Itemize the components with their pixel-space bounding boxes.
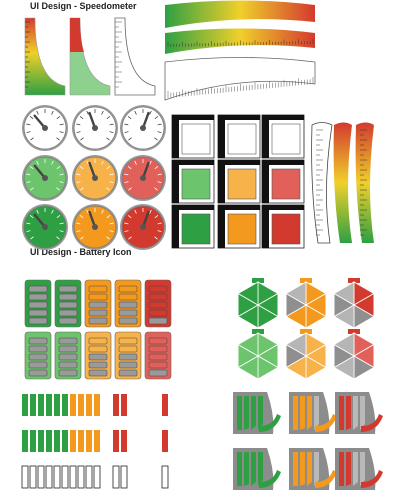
gauge-grid bbox=[22, 105, 166, 250]
bar-battery-icon bbox=[70, 430, 100, 452]
gauge-icon bbox=[72, 204, 118, 250]
curved-scale-outline bbox=[114, 17, 156, 96]
quarter-battery-icon bbox=[335, 392, 383, 434]
curved-scale-green bbox=[69, 17, 111, 96]
bar-battery-icon bbox=[22, 430, 68, 452]
level-tile-icon bbox=[217, 114, 261, 159]
segment-bar-batteries bbox=[21, 394, 169, 489]
gauge-icon bbox=[22, 105, 68, 151]
gauge-icon bbox=[120, 204, 166, 250]
battery-section-title: UI Design - Battery Icon bbox=[30, 247, 132, 257]
gauge-icon bbox=[72, 155, 118, 201]
vertical-scale-gradient-1 bbox=[333, 122, 352, 243]
hexagon-batteries bbox=[237, 278, 375, 380]
level-tile-icon bbox=[171, 159, 215, 204]
level-tile-icon bbox=[261, 159, 305, 204]
battery-icon bbox=[84, 279, 112, 328]
arched-scale-outline bbox=[164, 57, 316, 101]
level-tile-icon bbox=[217, 159, 261, 204]
bar-battery-icon bbox=[113, 430, 127, 452]
bar-battery-icon bbox=[161, 465, 169, 489]
hexagon-battery-icon bbox=[285, 329, 327, 380]
quarter-battery-icon bbox=[335, 448, 383, 490]
gauge-icon bbox=[22, 204, 68, 250]
level-tile-icon bbox=[261, 204, 305, 249]
hexagon-battery-icon bbox=[237, 278, 279, 329]
quarter-batteries bbox=[233, 392, 383, 490]
hexagon-battery-icon bbox=[237, 329, 279, 380]
bar-battery-icon bbox=[69, 465, 101, 489]
vertical-scale-outline bbox=[311, 122, 333, 244]
hexagon-battery-icon bbox=[333, 329, 375, 380]
quarter-battery-icon bbox=[233, 448, 281, 490]
curved-scale-gradient bbox=[24, 17, 66, 96]
gauge-icon bbox=[120, 155, 166, 201]
quarter-battery-icon bbox=[289, 448, 337, 490]
gauge-icon bbox=[22, 155, 68, 201]
battery-icon bbox=[144, 331, 172, 380]
bar-battery-icon bbox=[70, 394, 100, 416]
level-tile-icon bbox=[171, 114, 215, 159]
battery-icon bbox=[114, 279, 142, 328]
bar-battery-icon bbox=[112, 465, 128, 489]
bar-battery-icon bbox=[22, 394, 68, 416]
quarter-battery-icon bbox=[233, 392, 281, 434]
speedometer-section-title: UI Design - Speedometer bbox=[30, 1, 137, 11]
arched-scale-gradient-ticked bbox=[165, 28, 315, 54]
level-tile-icon bbox=[171, 204, 215, 249]
battery-icon bbox=[54, 331, 82, 380]
battery-grid bbox=[24, 279, 172, 380]
level-tile-icon bbox=[217, 204, 261, 249]
battery-icon bbox=[114, 331, 142, 380]
gauge-icon bbox=[120, 105, 166, 151]
level-tile-grid bbox=[171, 114, 305, 249]
battery-icon bbox=[54, 279, 82, 328]
vertical-scale-gradient-2 bbox=[355, 122, 374, 243]
hexagon-battery-icon bbox=[285, 278, 327, 329]
arched-scale-gradient bbox=[165, 0, 315, 28]
gauge-icon bbox=[72, 105, 118, 151]
quarter-battery-icon bbox=[289, 392, 337, 434]
bar-battery-icon bbox=[113, 394, 127, 416]
level-tile-icon bbox=[261, 114, 305, 159]
bar-battery-icon bbox=[162, 394, 168, 416]
bar-battery-icon bbox=[21, 465, 69, 489]
battery-icon bbox=[84, 331, 112, 380]
battery-icon bbox=[24, 279, 52, 328]
bar-battery-icon bbox=[162, 430, 168, 452]
battery-icon bbox=[144, 279, 172, 328]
hexagon-battery-icon bbox=[333, 278, 375, 329]
battery-icon bbox=[24, 331, 52, 380]
